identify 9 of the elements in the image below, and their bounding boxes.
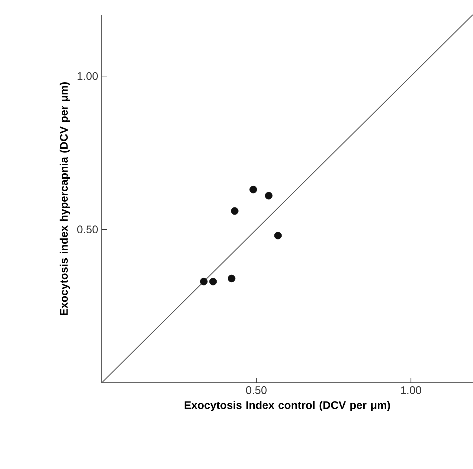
point: [265, 192, 273, 200]
x-axis-title: Exocytosis Index control (DCV per μm): [184, 401, 390, 412]
y-axis-title: Exocytosis index hypercapnia (DCV per μm): [60, 82, 70, 316]
point: [210, 278, 218, 286]
point: [250, 186, 258, 194]
point: [231, 207, 239, 216]
point: [228, 274, 236, 283]
point: [274, 232, 282, 240]
point: [200, 278, 208, 286]
